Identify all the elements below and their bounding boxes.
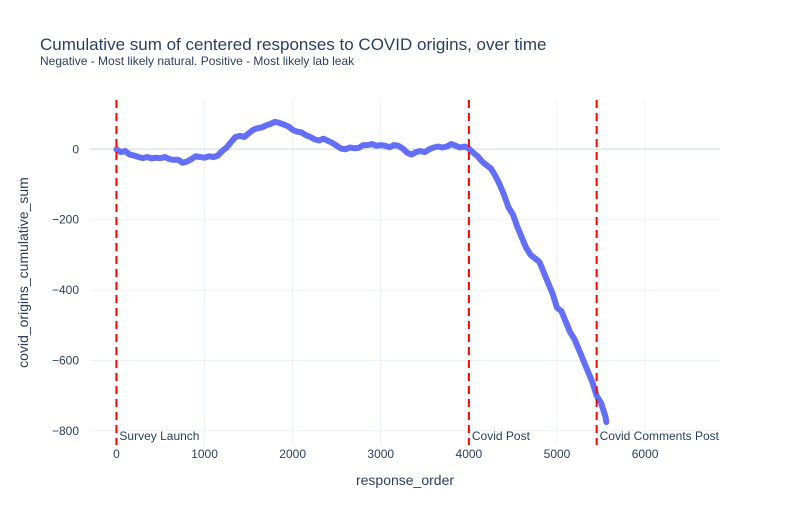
y-tick-label: −400 — [52, 283, 79, 297]
y-tick-label: 0 — [72, 142, 79, 156]
annotation-label: Covid Post — [472, 429, 531, 443]
x-tick-label: 3000 — [367, 447, 394, 461]
y-axis-label: covid_origins_cumulative_sum — [15, 177, 31, 368]
x-tick-label: 1000 — [191, 447, 218, 461]
chart-title: Cumulative sum of centered responses to … — [40, 35, 547, 54]
x-tick-label: 0 — [113, 447, 120, 461]
x-tick-label: 5000 — [544, 447, 571, 461]
y-tick-label: −600 — [52, 354, 79, 368]
y-tick-label: −800 — [52, 424, 79, 438]
y-tick-label: −200 — [52, 213, 79, 227]
annotation-label: Covid Comments Post — [600, 429, 720, 443]
x-tick-label: 2000 — [279, 447, 306, 461]
x-tick-label: 6000 — [632, 447, 659, 461]
annotation-label: Survey Launch — [119, 429, 199, 443]
chart-subtitle: Negative - Most likely natural. Positive… — [40, 54, 355, 68]
x-tick-label: 4000 — [456, 447, 483, 461]
x-axis-label: response_order — [356, 472, 454, 488]
series-line — [113, 118, 610, 426]
